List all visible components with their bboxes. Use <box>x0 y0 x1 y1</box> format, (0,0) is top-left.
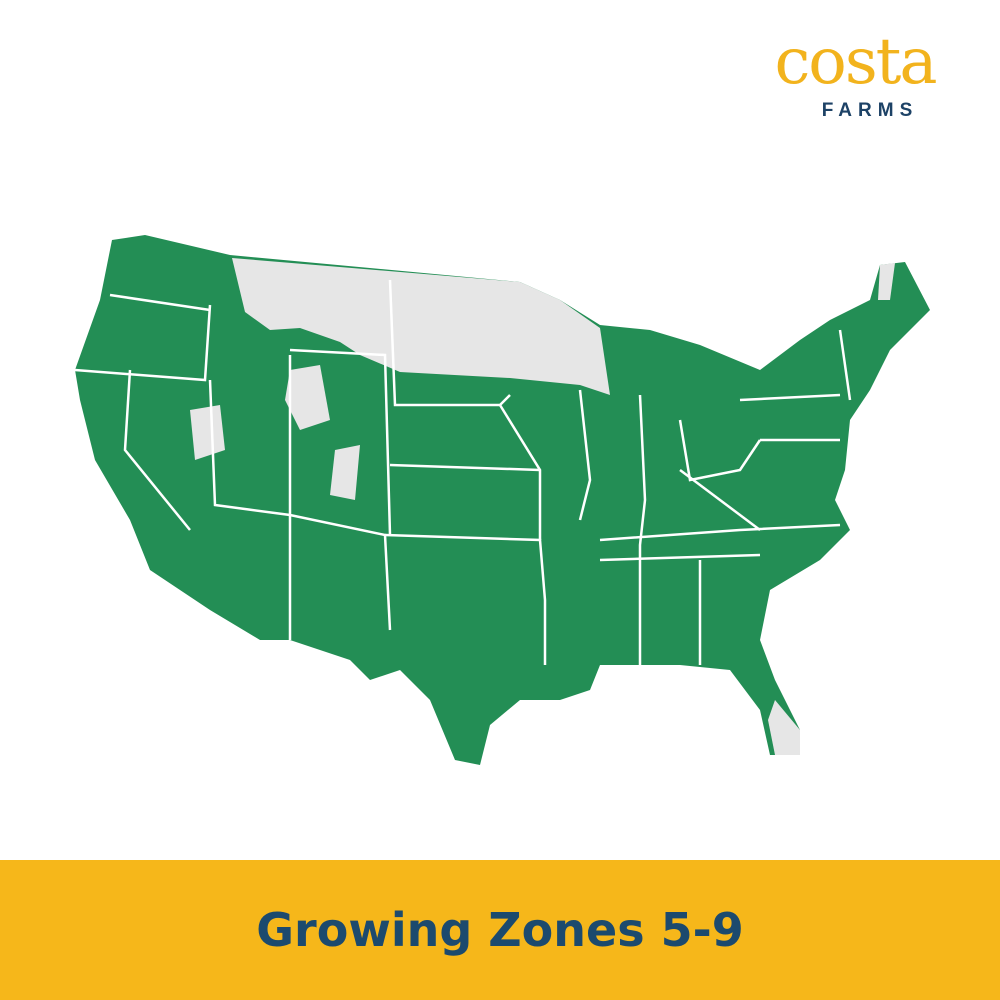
banner-title: Growing Zones 5-9 <box>256 903 744 957</box>
brand-logo: costa FARMS <box>760 30 950 122</box>
excluded-north-region <box>232 258 610 395</box>
excluded-mountain-patch <box>330 445 360 500</box>
us-zone-map <box>74 235 930 765</box>
logo-wordmark: costa <box>774 25 937 99</box>
zones-banner: Growing Zones 5-9 <box>0 860 1000 1000</box>
excluded-florida-tip <box>768 700 800 755</box>
excluded-mountain-patch <box>190 405 225 460</box>
excluded-mountain-patch <box>285 365 330 430</box>
state-borders <box>74 279 852 665</box>
logo-subtitle: FARMS <box>821 100 919 121</box>
excluded-maine-region <box>878 263 895 300</box>
